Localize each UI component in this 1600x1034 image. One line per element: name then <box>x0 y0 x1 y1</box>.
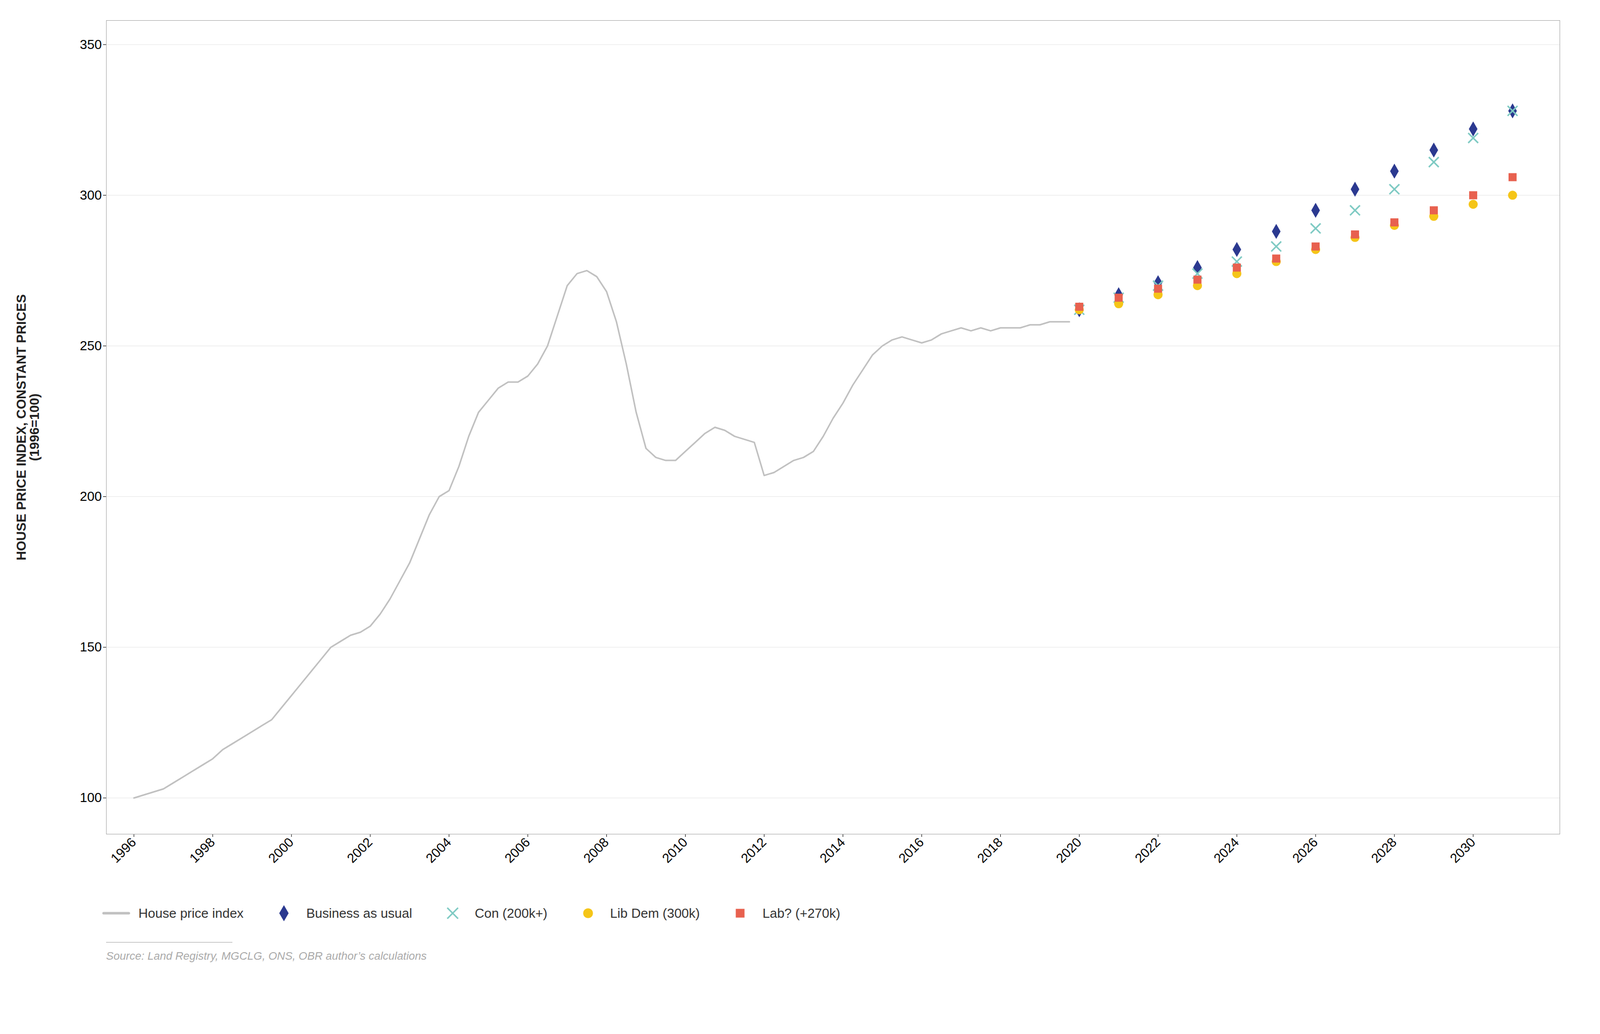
svg-text:150: 150 <box>79 639 102 655</box>
svg-text:300: 300 <box>79 187 102 203</box>
svg-text:2008: 2008 <box>580 834 612 866</box>
svg-text:2000: 2000 <box>265 834 297 866</box>
svg-text:2024: 2024 <box>1210 834 1242 866</box>
svg-text:2030: 2030 <box>1446 834 1479 866</box>
svg-text:2018: 2018 <box>974 834 1006 866</box>
html-text:Source: Land Registry, MGCLG,: Source: Land Registry, MGCLG, ONS, OBR a… <box>106 949 427 962</box>
svg-text:2020: 2020 <box>1052 834 1085 866</box>
svg-text:2016: 2016 <box>895 834 927 866</box>
svg-text:2004: 2004 <box>422 834 455 866</box>
html-text:Lab? (+270k): Lab? (+270k) <box>762 905 841 921</box>
svg-text:1996: 1996 <box>107 834 139 866</box>
svg-text:100: 100 <box>79 789 102 805</box>
html-text:Con (200k+): Con (200k+) <box>474 905 548 921</box>
svg-text:2010: 2010 <box>659 834 691 866</box>
svg-text:350: 350 <box>79 36 102 53</box>
svg-text:2022: 2022 <box>1131 834 1163 866</box>
svg-text:HOUSE PRICE INDEX, CONSTANT PR: HOUSE PRICE INDEX, CONSTANT PRICES(1996=… <box>13 294 42 561</box>
svg-text:2028: 2028 <box>1368 834 1400 866</box>
svg-text:200: 200 <box>79 488 102 504</box>
svg-text:1998: 1998 <box>186 834 218 866</box>
html-text:Business as usual: Business as usual <box>306 905 413 921</box>
svg-text:250: 250 <box>79 337 102 354</box>
svg-text:2026: 2026 <box>1289 834 1321 866</box>
svg-text:2012: 2012 <box>738 834 770 866</box>
html-text:House price index: House price index <box>138 905 244 921</box>
svg-text:2014: 2014 <box>816 834 849 866</box>
html-text:Lib Dem (300k): Lib Dem (300k) <box>610 905 700 921</box>
svg-text:2006: 2006 <box>501 834 533 866</box>
svg-text:2002: 2002 <box>344 834 376 866</box>
